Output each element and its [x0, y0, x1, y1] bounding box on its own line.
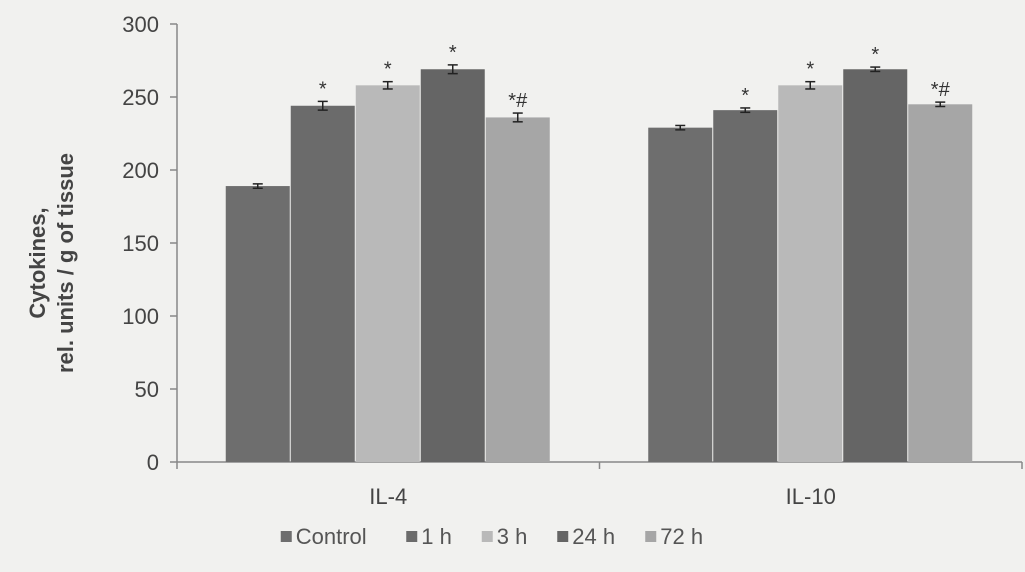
significance-marker: * — [384, 59, 392, 81]
error-bar — [870, 66, 881, 73]
error-bar — [382, 80, 393, 90]
legend-label: 3 h — [497, 524, 528, 549]
legend-item: 72 h — [645, 524, 703, 549]
bar — [908, 104, 973, 463]
y-tick-label: 0 — [147, 450, 159, 475]
legend-swatch — [406, 531, 418, 542]
error-bar — [935, 101, 946, 108]
bar — [420, 69, 485, 462]
y-axis: 0 50 100 150 200 250 300 — [122, 12, 178, 475]
error-bar — [252, 183, 263, 189]
y-tick-label: 250 — [122, 85, 159, 110]
error-bar — [740, 107, 751, 114]
bar — [290, 105, 355, 462]
y-axis-label-line: rel. units / g of tissue — [53, 153, 78, 373]
bar — [225, 186, 290, 462]
legend-label: 24 h — [572, 524, 615, 549]
legend-item: 3 h — [481, 524, 528, 549]
legend-swatch — [481, 531, 493, 542]
legend-swatch — [280, 531, 292, 542]
error-bar — [317, 100, 328, 111]
legend-swatch — [557, 531, 569, 542]
legend-item: 1 h — [406, 524, 452, 549]
significance-marker: * — [871, 44, 879, 66]
y-tick-label: 100 — [122, 304, 159, 329]
bar — [485, 117, 550, 462]
x-category-label: IL-10 — [786, 484, 836, 509]
x-category-label: IL-4 — [369, 484, 407, 509]
error-bar — [447, 64, 458, 75]
significance-marker: * — [319, 78, 327, 100]
bar — [778, 85, 843, 462]
bar — [355, 85, 420, 462]
y-axis-label-line: Cytokines, — [25, 207, 50, 318]
significance-marker: * — [449, 42, 457, 64]
bar — [648, 127, 713, 462]
legend-label: 72 h — [660, 524, 703, 549]
legend-label: Control — [296, 524, 367, 549]
y-tick-label: 150 — [122, 231, 159, 256]
significance-marker: * — [806, 59, 814, 81]
legend-swatch — [645, 531, 657, 542]
legend-item: Control — [280, 524, 367, 549]
legend-item: 24 h — [557, 524, 615, 549]
legend: Control 1 h 3 h 24 h 72 h — [280, 524, 703, 549]
bar — [713, 110, 778, 462]
significance-marker: *# — [508, 90, 528, 112]
significance-marker: *# — [931, 79, 951, 101]
x-axis: IL-4 IL-10 — [176, 461, 1023, 509]
bars-group: * * * *# * * * *# — [225, 42, 973, 463]
y-tick-label: 50 — [135, 377, 159, 402]
y-tick-label: 300 — [122, 12, 159, 37]
error-bar — [512, 112, 523, 123]
error-bar — [805, 80, 816, 90]
significance-marker: * — [741, 85, 749, 107]
legend-label: 1 h — [421, 524, 452, 549]
bar — [843, 69, 908, 462]
y-tick-label: 200 — [122, 158, 159, 183]
y-axis-label: Cytokines, rel. units / g of tissue — [25, 153, 78, 373]
error-bar — [675, 124, 686, 131]
